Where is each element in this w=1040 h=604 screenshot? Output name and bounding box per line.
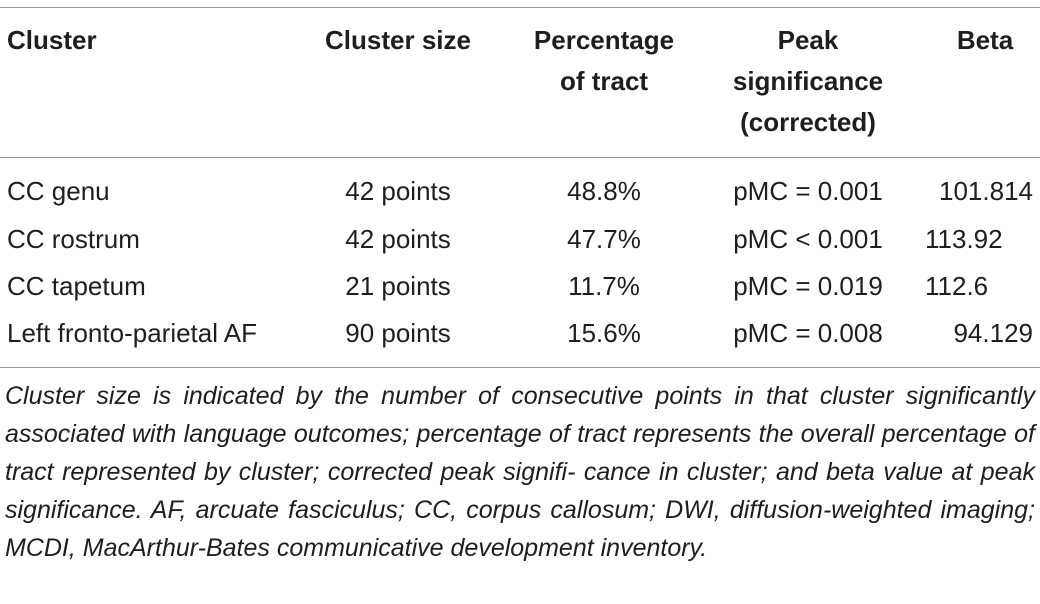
footnote-line: CC, corpus callosum; DWI, diffusion-weig… — [5, 496, 1035, 562]
header-cluster-label: Cluster — [7, 25, 97, 55]
header-peak-line3: (corrected) — [740, 107, 876, 137]
cell-percentage: 11.7% — [568, 271, 640, 301]
cell-cluster-size: 90 points — [345, 318, 451, 348]
cell-cluster-size: 21 points — [345, 271, 451, 301]
table-bottom-rule — [0, 367, 1040, 368]
cell-peak-significance: pMC = 0.019 — [733, 271, 883, 301]
footnote-line: the overall percentage of tract represen… — [5, 420, 1035, 486]
table-top-rule — [0, 7, 1040, 8]
cell-cluster-size: 42 points — [345, 224, 451, 254]
header-cluster-size: Cluster size — [300, 20, 496, 61]
cell-cluster: CC tapetum — [7, 271, 146, 301]
cell-cluster: CC rostrum — [7, 224, 140, 254]
header-percentage-line1: Percentage — [533, 25, 675, 55]
header-beta-label: Beta — [956, 25, 1014, 55]
footnote-line: Cluster size is indicated by the number … — [5, 382, 894, 410]
header-percentage-line2: of tract — [559, 66, 649, 96]
cell-percentage: 47.7% — [567, 224, 641, 254]
cell-percentage: 15.6% — [567, 318, 641, 348]
header-percentage: Percentage of tract — [512, 20, 696, 102]
cell-peak-significance: pMC < 0.001 — [733, 224, 883, 254]
cell-cluster-size: 42 points — [345, 176, 451, 206]
cell-beta: 113.92 — [925, 224, 1003, 254]
table-row: CC rostrum 42 points 47.7% pMC < 0.001 1… — [0, 215, 1040, 263]
table-row: CC tapetum 21 points 11.7% pMC = 0.019 1… — [0, 262, 1040, 310]
cell-cluster: Left fronto-parietal AF — [7, 318, 258, 348]
footnote-line: significantly associated with language o… — [5, 382, 1035, 448]
table-header-rule — [0, 157, 1040, 158]
table-row: CC genu 42 points 48.8% pMC = 0.001 101.… — [0, 167, 1040, 215]
header-beta: Beta — [930, 20, 1040, 61]
cell-percentage: 48.8% — [567, 176, 641, 206]
header-peak-significance: Peak significance (corrected) — [706, 20, 910, 143]
cell-peak-significance: pMC = 0.001 — [733, 176, 883, 206]
cell-peak-significance: pMC = 0.008 — [733, 318, 883, 348]
table-footnote: Cluster size is indicated by the number … — [5, 377, 1035, 567]
cell-cluster: CC genu — [7, 176, 110, 206]
header-cluster-size-label: Cluster size — [325, 25, 471, 55]
table-row: Left fronto-parietal AF 90 points 15.6% … — [0, 309, 1040, 357]
header-peak-line1: Peak — [777, 25, 839, 55]
header-cluster: Cluster — [7, 20, 97, 61]
header-peak-line2: significance — [732, 66, 884, 96]
footnote-line: cance in cluster; and beta value at peak… — [5, 458, 1035, 524]
footnote-line: communicative development inventory. — [276, 534, 708, 562]
cell-beta: 94.129 — [953, 318, 1033, 348]
cell-beta: 112.6 — [925, 271, 989, 301]
cell-beta: 101.814 — [939, 176, 1033, 206]
